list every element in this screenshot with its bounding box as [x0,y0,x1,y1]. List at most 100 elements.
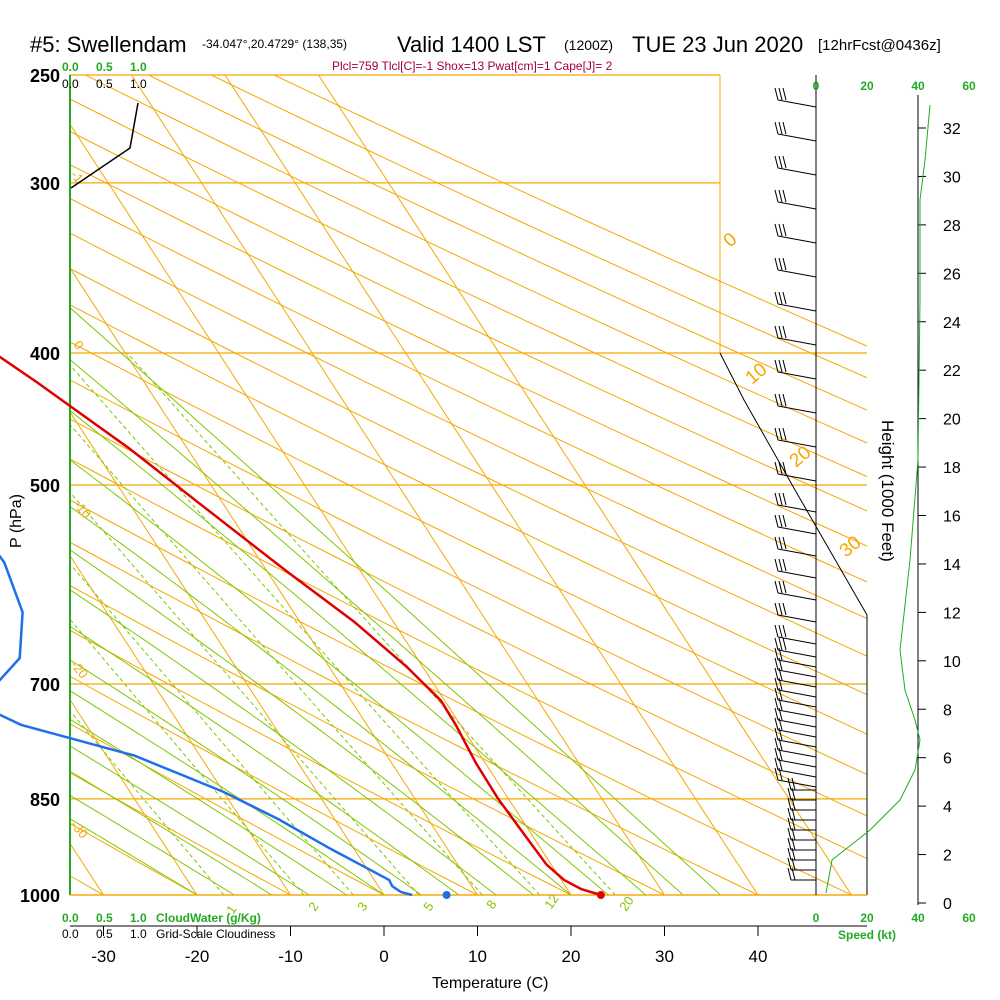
wind-barb-flag [778,707,783,721]
isotherm-30 [131,75,665,895]
x-tick-label: 40 [749,947,768,966]
wind-barb-flag [778,87,783,101]
wind-barb [777,614,817,623]
wind-barb-flag [787,817,792,831]
dry-adiabat--10 [70,772,291,895]
x-tick-label: -20 [185,947,210,966]
dry-adiabat-30 [70,585,665,895]
cloudwater-tick-bottom: 1.0 [130,911,147,925]
moist-adiabat-20 [70,505,572,895]
valid-time: Valid 1400 LST [397,32,546,57]
wind-barb-flag [778,189,783,203]
dry-adiabat-label: 0 [720,229,742,252]
height-tick-label: 2 [943,848,952,865]
wind-barb-flag [774,189,779,203]
isotherm-0 [70,411,385,895]
wind-barb-flag [778,291,783,305]
wind-barb-flag [782,514,787,528]
wind-barb-flag [774,757,779,771]
wind-barb-flag [774,717,779,731]
wind-barb [777,779,817,788]
x-tick-label: -30 [91,947,116,966]
wind-barb-flag [791,867,796,881]
wind-barb [777,167,817,176]
wind-barb-flag [774,677,779,691]
wind-barb-flag [778,580,783,594]
wind-barb [777,303,817,312]
wind-barb-flag [774,727,779,741]
frame-right-edge [719,352,868,895]
speed-tick-top: 20 [860,79,874,93]
wind-barb [777,649,817,658]
wind-barb-flag [782,492,787,506]
wind-barb-flag [782,325,787,339]
stability-indices: Plcl=759 Tlcl[C]=-1 Shox=13 Pwat[cm]=1 C… [332,59,613,73]
station-title: #5: Swellendam [30,32,187,57]
wind-barb [777,689,817,698]
isotherm-50 [318,75,852,895]
height-tick-label: 24 [943,315,961,332]
wind-barb-flag [778,121,783,135]
wind-barb-flag [787,777,792,791]
wind-barb-flag [787,857,792,871]
wind-barb-flag [787,837,792,851]
valid-date: TUE 23 Jun 2020 [632,32,803,57]
wind-barb-flag [787,827,792,841]
mixing-ratio-1 [70,709,225,895]
wind-barb-flag [787,787,792,801]
wind-barb-flag [778,657,783,671]
height-tick-label: 30 [943,169,961,186]
wind-barb-flag [782,558,787,572]
wind-barb-flag [782,87,787,101]
wind-barb-flag [774,624,779,638]
wind-speed-profile [825,104,931,894]
height-tick-label: 14 [943,557,961,574]
height-tick-label: 12 [943,605,961,622]
wind-barb-flag [774,667,779,681]
cloudwater-tick-bottom: 0.0 [62,911,79,925]
y2-axis-title: Height (1000 Feet) [878,420,897,562]
height-tick-label: 8 [943,702,952,719]
wind-barb-flag [782,602,787,616]
dry-adiabat-80 [70,379,867,776]
cloudwater-tick-top: 0.0 [62,60,79,74]
p-axis: 250 300 400 500 700 850 1000 [20,66,60,906]
wind-barb-flag [787,797,792,811]
moist-adiabat--16 [70,794,235,895]
dry-adiabat-70 [70,418,867,817]
dry-adiabat-110 [70,267,867,657]
wind-barb-flag [787,807,792,821]
wind-barb [777,729,817,738]
moist-adiabat--4 [70,718,347,895]
wind-barb [777,526,817,535]
cloudiness-tick-top: 1.0 [130,77,147,91]
wind-barb-flag [774,393,779,407]
p-tick-label: 250 [30,66,60,86]
wind-barb-flag [774,514,779,528]
dry-adiabat-0 [70,723,385,895]
wind-barb-flag [778,717,783,731]
x-axis: -30 -20 -10 0 10 20 30 40 [70,925,867,966]
wind-barb [777,405,817,414]
moist-adiabat-0 [70,690,385,895]
dry-adiabat-40 [70,541,759,895]
wind-barb-flag [778,697,783,711]
dry-adiabat-10 [70,675,478,895]
wind-barbs [774,75,817,895]
wind-barb-flag [778,757,783,771]
isotherm-20 [70,123,572,895]
height-tick-label: 20 [943,412,961,429]
wind-barb-flag [791,817,796,831]
wind-barb [777,739,817,748]
plot-frame [69,75,868,896]
y-axis-title: P (hPa) [8,494,25,548]
temperature-line [0,355,602,897]
wind-barb-flag [778,602,783,616]
wind-barb [777,504,817,513]
dry-adiabat-120 [70,232,867,620]
wind-barb-flag [782,393,787,407]
speed-tick-bottom: 60 [962,911,976,925]
wind-barb [777,759,817,768]
wind-barb-flag [774,359,779,373]
